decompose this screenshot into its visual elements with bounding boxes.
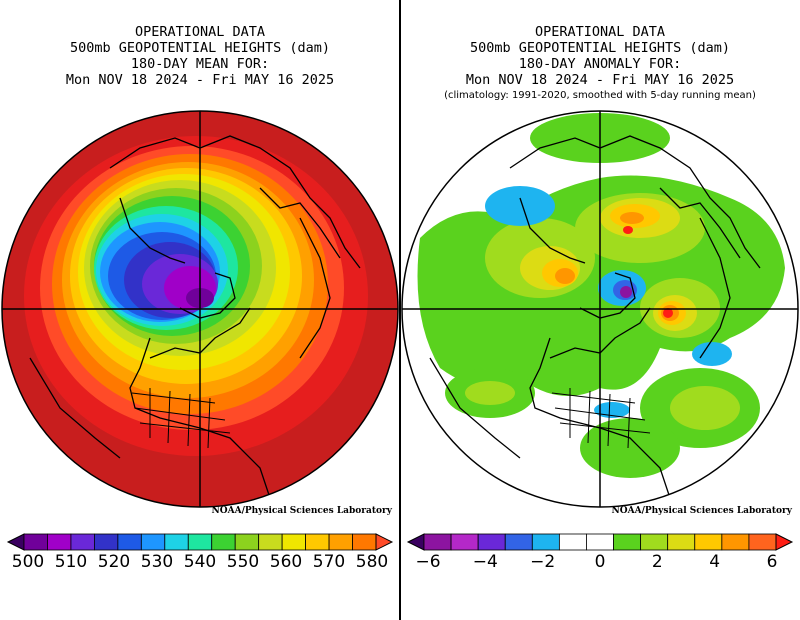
polar-map-mean: [1, 110, 399, 508]
colorbar-extend-high: [375, 533, 394, 551]
colorbar-anomaly: [406, 533, 794, 551]
colorbar-swatch: [477, 533, 506, 551]
colorbar-swatch: [586, 533, 614, 551]
colorbar-swatch: [450, 533, 479, 551]
colorbar-swatch: [47, 533, 72, 551]
colorbar-ticks-mean: 500 510 520 530 540 550 560 570 580: [0, 552, 400, 574]
colorbar-swatch: [187, 533, 213, 551]
colorbar-swatch: [531, 533, 560, 551]
anomaly-panel: OPERATIONAL DATA 500mb GEOPOTENTIAL HEIG…: [400, 0, 800, 620]
panel-title-line: Mon NOV 18 2024 - Fri MAY 16 2025: [465, 72, 735, 88]
colorbar-swatch: [23, 533, 48, 551]
colorbar-tick-label: −6: [415, 552, 441, 572]
colorbar-swatch: [694, 533, 723, 551]
colorbar-swatch: [423, 533, 452, 551]
panel-title-line: 500mb GEOPOTENTIAL HEIGHTS (dam): [69, 40, 331, 56]
colorbar-tick-label: 560: [269, 552, 303, 572]
colorbar-extend-low: [406, 533, 425, 551]
colorbar-tick-label: 530: [140, 552, 174, 572]
colorbar-tick-label: 6: [766, 552, 778, 572]
colorbar-swatch: [234, 533, 260, 551]
colorbar-swatch: [558, 533, 587, 551]
polar-map-anomaly: [401, 110, 799, 508]
panel-divider: [399, 0, 401, 620]
colorbar-swatch: [94, 533, 119, 551]
colorbar-swatch: [640, 533, 669, 551]
colorbar-tick-label: −2: [530, 552, 556, 572]
colorbar-tick-label: 520: [97, 552, 131, 572]
colorbar-swatch: [748, 533, 777, 551]
colorbar-swatch: [70, 533, 95, 551]
colorbar-swatch: [667, 533, 696, 551]
panel-title-line: OPERATIONAL DATA: [134, 24, 266, 40]
credit-label: NOAA/Physical Sciences Laboratory: [611, 506, 792, 516]
colorbar-tick-label: 570: [312, 552, 346, 572]
colorbar-mean: [6, 533, 394, 551]
colorbar-tick-label: 580: [355, 552, 389, 572]
colorbar-swatch: [117, 533, 142, 551]
colorbar-swatch: [352, 533, 377, 551]
colorbar-swatch: [328, 533, 353, 551]
colorbar-swatch: [140, 533, 166, 551]
colorbar-tick-label: 0: [594, 552, 606, 572]
panel-title-line: 500mb GEOPOTENTIAL HEIGHTS (dam): [469, 40, 731, 56]
colorbar-tick-label: 510: [54, 552, 88, 572]
colorbar-swatch: [164, 533, 189, 551]
panel-title-line: 180-DAY ANOMALY FOR:: [518, 56, 682, 72]
colorbar-tick-label: −4: [472, 552, 498, 572]
colorbar-ticks-anomaly: −6 −4 −2 0 2 4 6: [400, 552, 800, 574]
colorbar-extend-high: [775, 533, 794, 551]
colorbar-swatch: [721, 533, 750, 551]
colorbar-swatch: [613, 533, 642, 551]
colorbar-swatch: [305, 533, 330, 551]
colorbar-extend-low: [6, 533, 25, 551]
colorbar-tick-label: 550: [226, 552, 260, 572]
panel-title-line: OPERATIONAL DATA: [534, 24, 666, 40]
colorbar-swatch: [281, 533, 306, 551]
panel-title-line: 180-DAY MEAN FOR:: [130, 56, 270, 72]
mean-heights-panel: OPERATIONAL DATA 500mb GEOPOTENTIAL HEIG…: [0, 24, 400, 574]
climatology-note: (climatology: 1991-2020, smoothed with 5…: [444, 90, 756, 101]
colorbar-tick-label: 500: [11, 552, 45, 572]
colorbar-tick-label: 2: [651, 552, 663, 572]
colorbar-swatch: [211, 533, 236, 551]
colorbar-tick-label: 540: [183, 552, 217, 572]
colorbar-tick-label: 4: [709, 552, 721, 572]
colorbar-swatch: [258, 533, 283, 551]
colorbar-swatch: [504, 533, 533, 551]
panel-title-line: Mon NOV 18 2024 - Fri MAY 16 2025: [65, 72, 335, 88]
credit-label: NOAA/Physical Sciences Laboratory: [211, 506, 392, 516]
